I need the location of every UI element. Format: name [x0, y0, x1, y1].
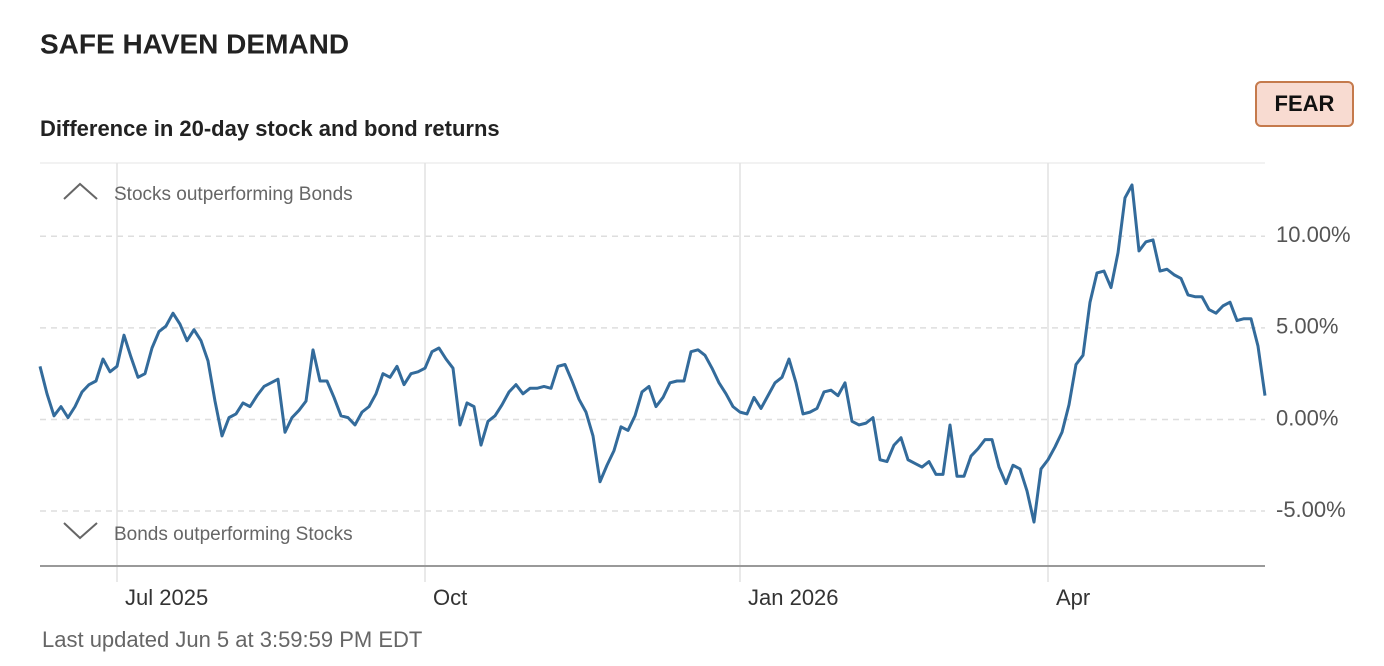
- grid: [40, 163, 1265, 582]
- y-tick-label: -5.00%: [1276, 497, 1346, 522]
- up-chevron: [63, 182, 98, 200]
- down-chevron: [63, 522, 98, 540]
- footer: Last updated Jun 5 at 3:59:59 PM EDT: [42, 627, 422, 652]
- annotation: Stocks outperforming Bonds: [114, 184, 353, 205]
- y-tick-label: 10.00%: [1276, 222, 1351, 247]
- x-tick-label: Oct: [433, 585, 467, 610]
- rating-label: FEAR: [1275, 91, 1335, 116]
- data-line: [38, 183, 1267, 524]
- chart-subtitle: Difference in 20-day stock and bond retu…: [40, 116, 500, 141]
- x-tick-label: Jul 2025: [125, 585, 208, 610]
- annotation: Bonds outperforming Stocks: [114, 524, 353, 545]
- y-tick-label: 5.00%: [1276, 314, 1338, 339]
- rating-badge: [1255, 81, 1354, 127]
- x-tick-label: Apr: [1056, 585, 1090, 610]
- y-tick-label: 0.00%: [1276, 405, 1338, 430]
- x-tick-label: Jan 2026: [748, 585, 839, 610]
- chart-title: SAFE HAVEN DEMAND: [40, 28, 349, 59]
